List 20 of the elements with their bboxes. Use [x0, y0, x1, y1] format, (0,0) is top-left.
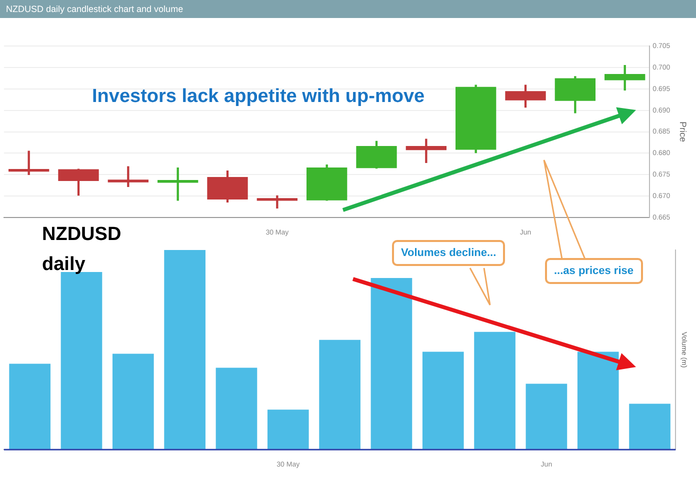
bar: [216, 368, 258, 450]
bar: [267, 410, 309, 450]
candlestick: [108, 166, 148, 188]
chart-title: NZDUSD daily candlestick chart and volume: [0, 0, 696, 18]
candlestick: [406, 138, 447, 164]
bar: [474, 332, 516, 450]
annotation: Volumes decline...: [392, 240, 506, 266]
bar: [9, 364, 50, 450]
annotation: ...as prices rise: [545, 258, 642, 284]
bar: [319, 340, 360, 450]
bar: [370, 278, 412, 450]
bar: [629, 404, 670, 450]
bar: [526, 384, 568, 450]
bar: [164, 250, 206, 450]
y-axis-title: Price: [678, 122, 688, 142]
annotation: Investors lack appetite with up-move: [92, 86, 425, 108]
bar: [422, 352, 464, 450]
bar: [112, 354, 154, 450]
annotation: NZDUSD daily: [42, 223, 122, 277]
bar: [577, 352, 619, 450]
